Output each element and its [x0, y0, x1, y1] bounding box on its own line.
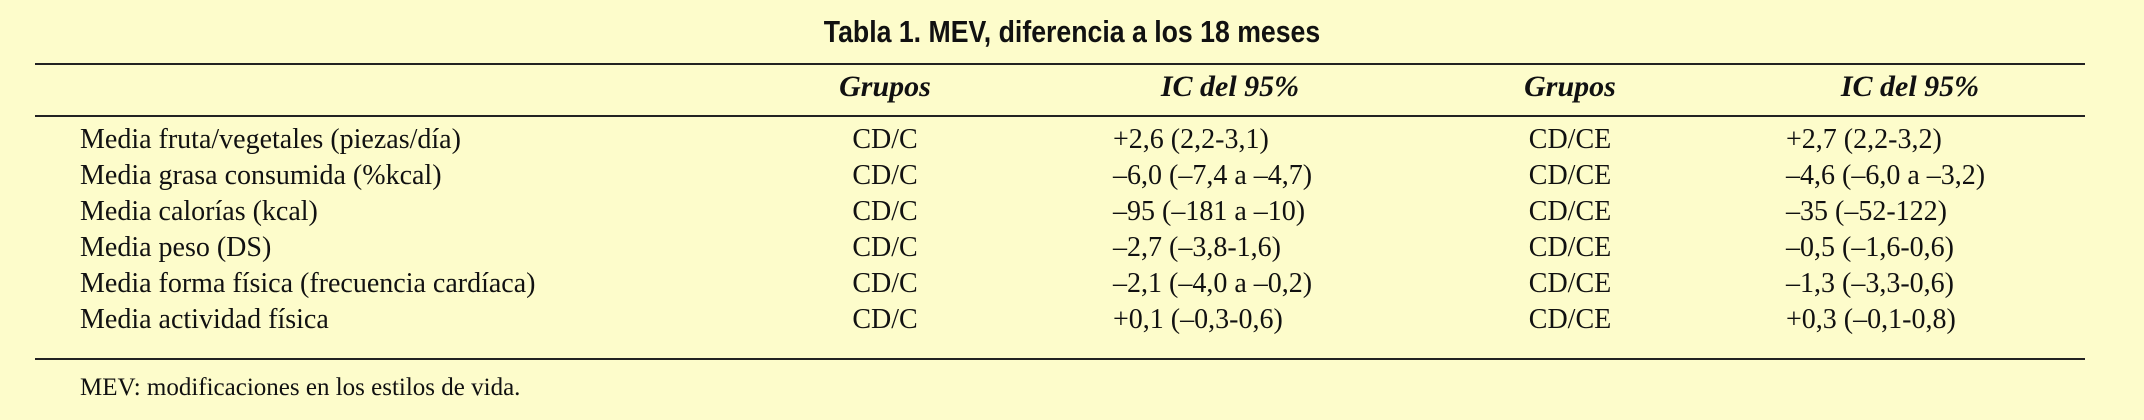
row-ic-1: –95 (–181 a –10) — [1113, 196, 1306, 227]
header-grupos-1: Grupos — [839, 70, 931, 103]
row-ic-1: +2,6 (2,2-3,1) — [1113, 124, 1269, 155]
header-rule — [35, 115, 2085, 117]
table-title: Tabla 1. MEV, diferencia a los 18 meses — [823, 14, 1321, 49]
row-label: Media peso (DS) — [80, 232, 272, 263]
header-ic-1: IC del 95% — [1160, 70, 1300, 103]
row-group-1: CD/C — [852, 124, 918, 155]
row-group-2: CD/CE — [1528, 124, 1612, 155]
row-ic-2: –0,5 (–1,6-0,6) — [1786, 232, 1954, 263]
table-row: Media grasa consumida (%kcal) CD/C –6,0 … — [0, 158, 2144, 194]
table-row: Media actividad física CD/C +0,1 (–0,3-0… — [0, 302, 2144, 338]
bottom-rule — [35, 358, 2085, 360]
table-footnote: MEV: modificaciones en los estilos de vi… — [80, 374, 521, 401]
header-grupos-2: Grupos — [1524, 70, 1616, 103]
header-ic-2: IC del 95% — [1840, 70, 1980, 103]
row-ic-2: –35 (–52-122) — [1786, 196, 1947, 227]
row-group-1: CD/C — [852, 160, 918, 191]
table-row: Media fruta/vegetales (piezas/día) CD/C … — [0, 122, 2144, 158]
row-group-1: CD/C — [852, 232, 918, 263]
row-ic-2: +0,3 (–0,1-0,8) — [1786, 304, 1956, 335]
row-group-1: CD/C — [852, 268, 918, 299]
table-row: Media peso (DS) CD/C –2,7 (–3,8-1,6) CD/… — [0, 230, 2144, 266]
row-ic-1: +0,1 (–0,3-0,6) — [1113, 304, 1283, 335]
row-label: Media calorías (kcal) — [80, 196, 318, 227]
top-rule — [35, 63, 2085, 65]
row-group-1: CD/C — [852, 196, 918, 227]
row-ic-2: –4,6 (–6,0 a –3,2) — [1786, 160, 1986, 191]
row-ic-1: –2,1 (–4,0 a –0,2) — [1113, 268, 1313, 299]
row-ic-1: –2,7 (–3,8-1,6) — [1113, 232, 1281, 263]
row-group-2: CD/CE — [1528, 268, 1612, 299]
row-ic-1: –6,0 (–7,4 a –4,7) — [1113, 160, 1313, 191]
row-group-2: CD/CE — [1528, 232, 1612, 263]
table-row: Media forma física (frecuencia cardíaca)… — [0, 266, 2144, 302]
row-label: Media forma física (frecuencia cardíaca) — [80, 268, 536, 299]
row-group-2: CD/CE — [1528, 196, 1612, 227]
row-label: Media fruta/vegetales (piezas/día) — [80, 124, 461, 155]
row-group-2: CD/CE — [1528, 304, 1612, 335]
row-ic-2: –1,3 (–3,3-0,6) — [1786, 268, 1954, 299]
row-group-1: CD/C — [852, 304, 918, 335]
row-label: Media actividad física — [80, 304, 329, 335]
row-label: Media grasa consumida (%kcal) — [80, 160, 442, 191]
table-row: Media calorías (kcal) CD/C –95 (–181 a –… — [0, 194, 2144, 230]
row-group-2: CD/CE — [1528, 160, 1612, 191]
row-ic-2: +2,7 (2,2-3,2) — [1786, 124, 1942, 155]
